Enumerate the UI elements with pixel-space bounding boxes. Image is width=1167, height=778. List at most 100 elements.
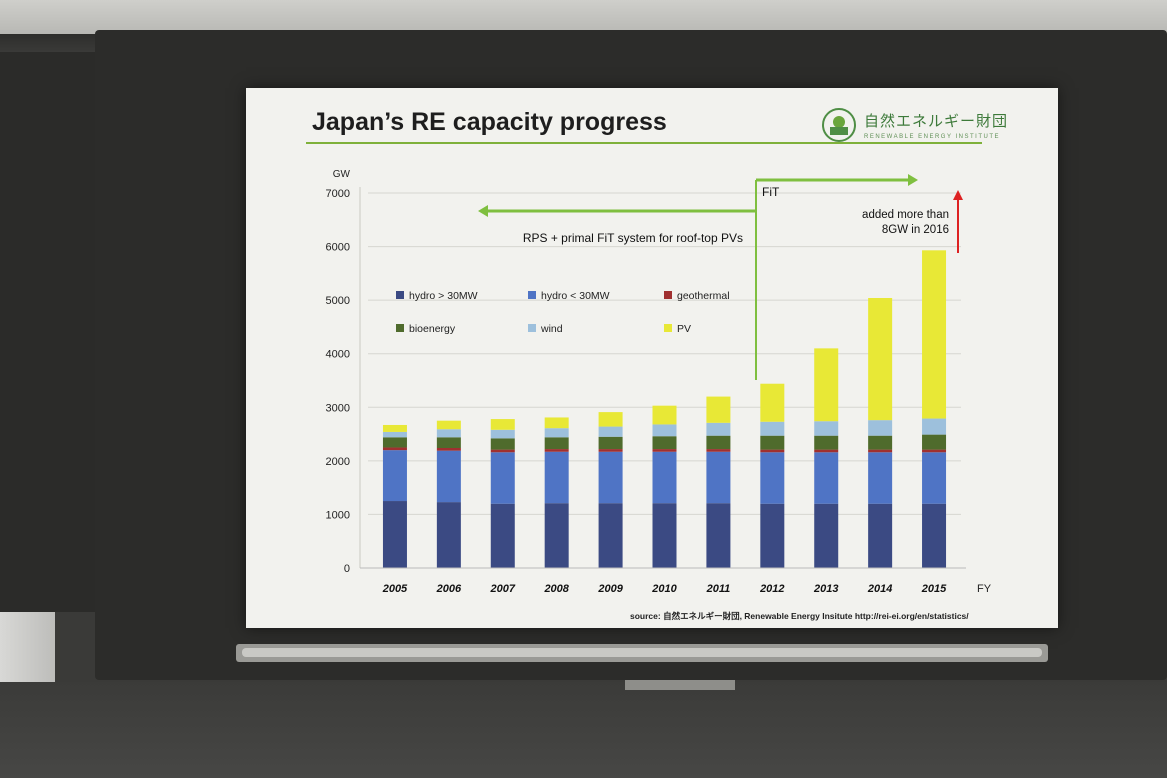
bars	[382, 250, 947, 568]
y-tick-label: 1000	[326, 509, 350, 521]
y-tick-label: 0	[344, 563, 350, 575]
bar-segment-pv	[436, 420, 461, 430]
bar-segment-geothermal	[490, 449, 515, 453]
bar-segment-wind	[382, 431, 407, 438]
bar-segment-hydro_small	[760, 452, 785, 504]
screen-tag	[625, 680, 735, 690]
bar-segment-wind	[436, 429, 461, 438]
stacked-bar-chart: 0 1000 2000 3000 4000 5000 6000 7000 GW FY 2005 200…	[326, 169, 992, 595]
y-tick-label: 3000	[326, 402, 350, 414]
legend-swatch	[396, 291, 404, 299]
logo: 自然エネルギー財団 RENEWABLE ENERGY INSTITUTE	[822, 108, 1022, 144]
legend-swatch	[664, 291, 672, 299]
bar-segment-wind	[544, 428, 569, 438]
x-tick-label: 2007	[490, 583, 516, 595]
title-underline	[306, 142, 982, 144]
x-tick-label: 2009	[597, 583, 623, 595]
legend-swatch	[528, 324, 536, 332]
x-tick-label: 2013	[813, 583, 838, 595]
bar-segment-bioenergy	[652, 436, 677, 450]
bar-segment-hydro_small	[436, 450, 461, 503]
fit-label: FiT	[762, 185, 780, 199]
increase-arrow-head	[953, 190, 963, 200]
bar-segment-hydro_small	[598, 451, 623, 504]
bar-segment-wind	[814, 421, 839, 436]
bar-segment-bioenergy	[490, 438, 515, 450]
logo-icon	[822, 108, 856, 142]
bar-segment-hydro_large	[922, 503, 947, 568]
bar-segment-geothermal	[598, 449, 623, 452]
legend-label: bioenergy	[409, 323, 456, 335]
rps-label: RPS + primal FiT system for roof-top PVs	[523, 231, 743, 245]
bar-segment-geothermal	[382, 447, 407, 451]
logo-text-jp: 自然エネルギー財団	[864, 113, 1009, 130]
legend: hydro > 30MW hydro < 30MW geothermal bioene…	[396, 290, 730, 335]
added-label-line2: 8GW in 2016	[882, 224, 949, 236]
bar-segment-geothermal	[868, 449, 893, 453]
bar-segment-pv	[490, 419, 515, 430]
bar-segment-wind	[922, 418, 947, 435]
bar-segment-bioenergy	[868, 435, 893, 450]
bar-segment-geothermal	[922, 449, 947, 453]
bar-segment-hydro_large	[760, 503, 785, 568]
bar-segment-geothermal	[814, 449, 839, 453]
y-tick-label: 4000	[326, 349, 350, 361]
gridlines	[368, 192, 961, 515]
bar-segment-bioenergy	[706, 435, 731, 450]
x-axis-label: FY	[977, 583, 992, 595]
legend-label: PV	[677, 323, 691, 335]
bar-segment-pv	[868, 298, 893, 421]
slide-bottom-bar	[236, 644, 1048, 662]
y-tick-label: 7000	[326, 188, 350, 200]
bar-segment-hydro_small	[490, 452, 515, 504]
x-tick-label: 2012	[759, 583, 784, 595]
bar-segment-wind	[598, 426, 623, 437]
bar-segment-pv	[382, 424, 407, 432]
bar-segment-hydro_small	[868, 452, 893, 504]
bar-segment-geothermal	[436, 448, 461, 451]
bar-segment-hydro_large	[544, 503, 569, 568]
slide: Japan’s RE capacity progress 自然エネルギー財団 R…	[246, 88, 1058, 628]
legend-label: hydro < 30MW	[541, 290, 610, 302]
rps-arrow-head	[478, 205, 488, 217]
bar-segment-hydro_large	[436, 502, 461, 568]
left-wall	[0, 52, 100, 612]
bar-segment-hydro_large	[814, 503, 839, 568]
annotations: FiT RPS + primal FiT system for roof-top …	[478, 174, 963, 380]
bar-segment-pv	[652, 405, 677, 425]
bar-segment-geothermal	[706, 449, 731, 452]
bar-segment-hydro_large	[490, 503, 515, 568]
x-tick-label: 2014	[867, 583, 892, 595]
bar-segment-wind	[652, 424, 677, 437]
x-tick-label: 2006	[436, 583, 462, 595]
bar-segment-hydro_small	[382, 450, 407, 502]
bar-segment-hydro_large	[652, 503, 677, 568]
bar-segment-wind	[760, 421, 785, 436]
bar-segment-wind	[490, 429, 515, 439]
lower-wall	[0, 682, 1167, 778]
source-note: source: 自然エネルギー財団, Renewable Energy Insi…	[630, 611, 969, 621]
x-tick-label: 2005	[382, 583, 408, 595]
bar-segment-bioenergy	[436, 437, 461, 448]
bar-segment-wind	[706, 422, 731, 436]
x-tick-label: 2011	[706, 583, 731, 595]
bar-segment-pv	[760, 383, 785, 422]
bar-segment-hydro_small	[706, 451, 731, 504]
bar-segment-geothermal	[760, 449, 785, 453]
x-tick-label: 2010	[651, 583, 677, 595]
bar-segment-hydro_small	[544, 451, 569, 504]
added-label-line1: added more than	[862, 209, 949, 221]
bar-segment-hydro_small	[652, 451, 677, 504]
bar-segment-wind	[868, 420, 893, 436]
y-tick-label: 5000	[326, 295, 350, 307]
bar-segment-bioenergy	[760, 435, 785, 450]
bar-segment-pv	[544, 417, 569, 429]
bar-segment-hydro_small	[814, 452, 839, 504]
bar-segment-hydro_large	[868, 503, 893, 568]
slide-title: Japan’s RE capacity progress	[312, 108, 667, 136]
bar-segment-pv	[598, 412, 623, 427]
legend-label: wind	[540, 323, 563, 335]
legend-swatch	[528, 291, 536, 299]
legend-swatch	[664, 324, 672, 332]
axes: 0 1000 2000 3000 4000 5000 6000 7000 GW FY 2005 200…	[326, 169, 992, 595]
